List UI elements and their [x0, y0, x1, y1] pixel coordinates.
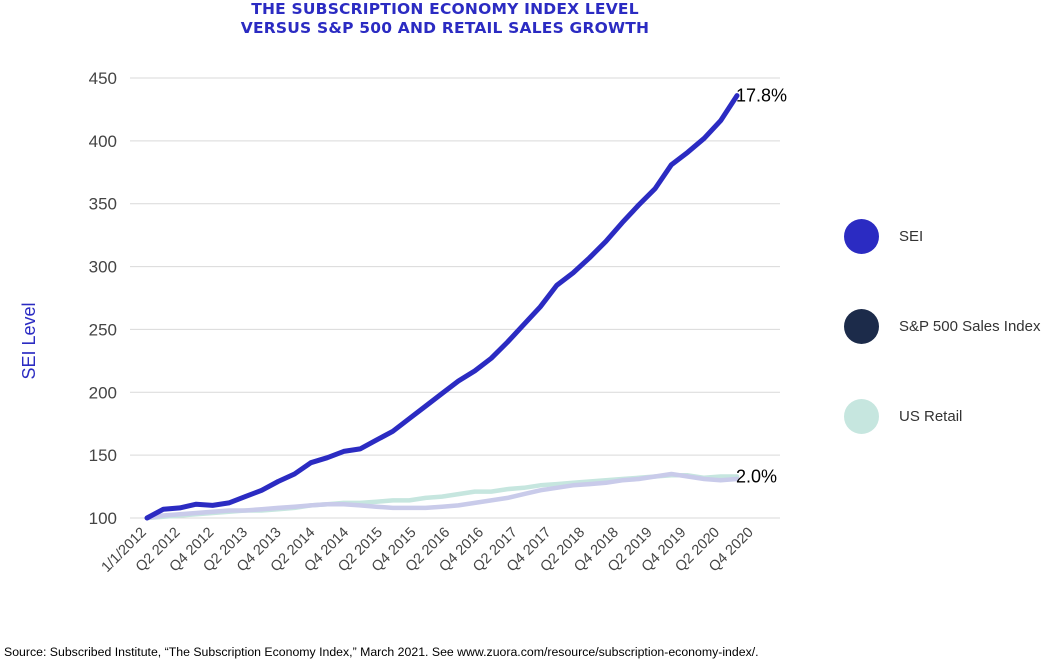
- series-line-sei: [144, 93, 740, 521]
- y-tick-label: 200: [89, 383, 117, 402]
- legend-swatch-sp500: [844, 309, 879, 344]
- legend-swatch-us-retail: [844, 399, 879, 434]
- chart-title-line-1: THE SUBSCRIPTION ECONOMY INDEX LEVEL: [251, 0, 639, 18]
- legend-item-us-retail: US Retail: [844, 399, 962, 434]
- end-labels: 17.8% 2.0%: [736, 86, 787, 487]
- series-line-s-p-500-sales-index: [144, 471, 740, 521]
- legend-swatch-sei: [844, 219, 879, 254]
- y-axis-ticks: 100 150 200 250 300 350 400 450: [89, 69, 117, 528]
- grid-lines: [130, 77, 780, 519]
- legend-label-sp500: S&P 500 Sales Index: [899, 318, 1041, 335]
- series-lines: [144, 93, 740, 521]
- y-axis-label: SEI Level: [19, 302, 39, 379]
- y-tick-label: 400: [89, 132, 117, 151]
- y-tick-label: 450: [89, 69, 117, 88]
- y-tick-label: 350: [89, 195, 117, 214]
- chart-title: THE SUBSCRIPTION ECONOMY INDEX LEVEL VER…: [150, 0, 740, 38]
- end-label-sei: 17.8%: [736, 86, 787, 106]
- legend-item-sp500: S&P 500 Sales Index: [844, 309, 1041, 344]
- y-tick-label: 300: [89, 258, 117, 277]
- y-tick-label: 100: [89, 509, 117, 528]
- legend-item-sei: SEI: [844, 219, 923, 254]
- end-label-us-retail: 2.0%: [736, 467, 777, 487]
- y-tick-label: 250: [89, 320, 117, 339]
- source-note: Source: Subscribed Institute, “The Subsc…: [4, 645, 759, 659]
- legend-label-sei: SEI: [899, 228, 924, 245]
- legend-label-us-retail: US Retail: [899, 408, 963, 425]
- y-tick-label: 150: [89, 446, 117, 465]
- chart-title-line-2: VERSUS S&P 500 AND RETAIL SALES GROWTH: [240, 19, 650, 37]
